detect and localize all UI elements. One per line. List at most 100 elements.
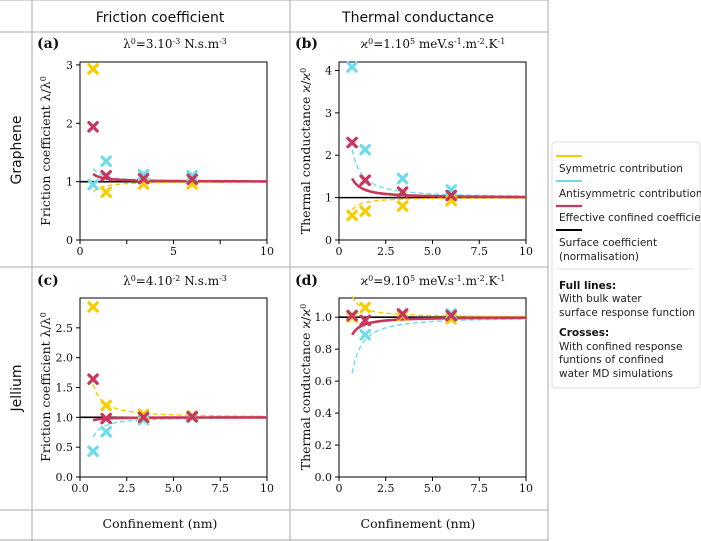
y-tick-label: 1 (66, 176, 73, 189)
y-tick-label: 0 (66, 234, 73, 247)
series-symmetric-line (92, 181, 268, 193)
legend-note2-line2: funtions of confined (559, 354, 664, 366)
effective-cross-point (359, 174, 371, 187)
x-tick-label: 5.0 (165, 482, 183, 495)
x-tick-label: 10 (260, 482, 274, 495)
effective-cross-point (359, 314, 371, 327)
y-axis-label: Friction coefficient λ/λ0 (38, 312, 53, 462)
series-effective-line (351, 316, 527, 336)
effective-cross-point (87, 373, 99, 385)
x-tick-label: 0 (336, 245, 343, 258)
panel-title: λ0=3.10-3 N.s.m-3 (123, 37, 227, 52)
y-tick-label: 0.0 (56, 471, 74, 484)
x-tick-label: 7.5 (212, 482, 230, 495)
x-tick-label: 2.5 (377, 482, 395, 495)
y-tick-label: 0.0 (315, 471, 333, 484)
symmetric-cross-point (100, 186, 112, 198)
legend-label-antisymmetric: Antisymmetric contribution (559, 188, 701, 200)
legend-note1-title: Full lines: (559, 280, 616, 292)
x-tick-label: 5.0 (424, 482, 442, 495)
panel-label: (d) (295, 273, 318, 289)
series-antisymmetric-line (351, 318, 527, 374)
x-tick-label: 5.0 (424, 245, 442, 258)
antisymmetric-cross-point (359, 328, 371, 341)
symmetric-cross-point (87, 63, 99, 75)
y-tick-label: 2 (325, 149, 332, 162)
antisymmetric-cross-point (87, 445, 99, 458)
legend-label-symmetric: Symmetric contribution (559, 163, 683, 175)
row-header-graphene: Graphene (9, 115, 25, 184)
legend-note1-line2: surface response function (559, 307, 695, 319)
antisymmetric-cross-point (396, 172, 409, 185)
x-axis-label-left: Confinement (nm) (103, 516, 218, 531)
panel-label: (b) (295, 36, 318, 52)
legend-note2-line3: water MD simulations (559, 368, 673, 380)
chart-panel-4: (d) ϰ0=9.105 meV.s-1.m-2.K-1 Thermal condu… (295, 273, 533, 495)
effective-cross-point (186, 410, 198, 423)
x-tick-label: 7.5 (471, 245, 489, 258)
effective-cross-point (137, 411, 150, 424)
legend-label-surface: Surface coefficient (559, 237, 657, 249)
effective-cross-point (346, 309, 358, 322)
effective-cross-point (100, 412, 112, 425)
x-tick-label: 7.5 (471, 482, 489, 495)
panel-label: (c) (37, 273, 59, 289)
series-effective-line (92, 172, 267, 183)
y-tick-label: 1.0 (56, 411, 74, 424)
antisymmetric-cross-point (87, 178, 99, 191)
antisymmetric-cross-point (100, 425, 112, 438)
column-header-thermal: Thermal conductance (341, 10, 494, 26)
y-tick-label: 0.8 (315, 343, 333, 356)
symmetric-cross-point (359, 301, 371, 314)
chart-panel-3: (c) λ0=4.10-2 N.s.m-3 Friction coefficient… (37, 273, 274, 495)
effective-cross-point (87, 120, 99, 133)
axes-frame (79, 61, 268, 241)
x-tick-label: 5 (170, 245, 177, 258)
symmetric-cross-point (359, 205, 371, 217)
legend-box (551, 141, 701, 389)
effective-cross-point (445, 189, 457, 202)
y-tick-label: 0 (325, 234, 332, 247)
x-tick-label: 10 (519, 245, 533, 258)
antisymmetric-cross-point (100, 155, 112, 168)
y-axis-label: Thermal conductance ϰ/ϰ0 (298, 304, 313, 470)
legend-label-surface-2: (normalisation) (559, 251, 639, 263)
series-antisymmetric-line (92, 417, 268, 438)
y-tick-label: 3 (325, 107, 332, 120)
effective-cross-point (137, 172, 150, 185)
panel-title: ϰ0=9.105 meV.s-1.m-2.K-1 (361, 274, 506, 289)
y-axis-label: Friction coefficient λ/λ0 (38, 76, 53, 226)
x-tick-label: 10 (519, 482, 533, 495)
y-tick-label: 1.0 (315, 311, 333, 324)
antisymmetric-cross-point (346, 61, 358, 73)
x-tick-label: 10 (260, 245, 274, 258)
effective-cross-point (445, 309, 457, 322)
axes-frame (79, 297, 268, 478)
legend-note2-line1: With confined response (559, 341, 682, 353)
legend-note2-title: Crosses: (559, 327, 609, 339)
panels: (a) λ0=3.10-3 N.s.m-3 Friction coefficient… (37, 36, 533, 495)
panel-title: ϰ0=1.105 meV.s-1.m-2.K-1 (361, 37, 506, 52)
symmetric-cross-point (346, 209, 358, 222)
symmetric-cross-point (396, 200, 409, 212)
y-tick-label: 1.5 (56, 382, 74, 395)
x-tick-label: 2.5 (377, 245, 395, 258)
effective-cross-point (396, 186, 409, 198)
legend-note1-line1: With bulk water (559, 293, 642, 305)
effective-cross-point (346, 136, 358, 149)
effective-cross-point (186, 173, 198, 186)
y-tick-label: 4 (325, 64, 332, 77)
y-axis-label: Thermal conductance ϰ/ϰ0 (298, 68, 313, 234)
series-effective-line (351, 177, 527, 199)
y-tick-label: 2.5 (56, 322, 74, 335)
x-tick-label: 2.5 (118, 482, 136, 495)
effective-cross-point (100, 170, 112, 182)
y-tick-label: 3 (66, 59, 73, 72)
row-header-jellium: Jellium (9, 365, 25, 413)
effective-cross-point (396, 308, 409, 320)
antisymmetric-cross-point (137, 413, 150, 426)
y-tick-label: 2.0 (56, 352, 74, 365)
series-antisymmetric-line (351, 149, 527, 197)
y-tick-label: 1 (325, 192, 332, 205)
